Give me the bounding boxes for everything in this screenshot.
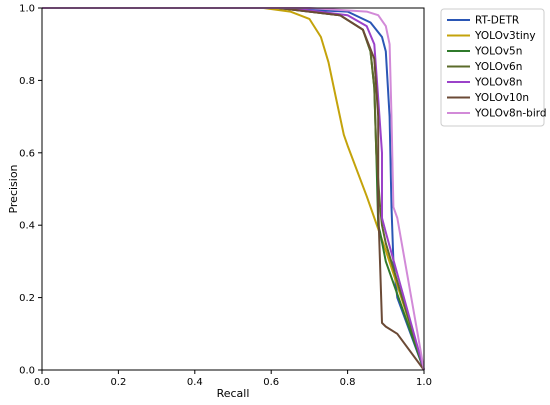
x-tick-label: 1.0 xyxy=(416,377,432,388)
x-tick-label: 0.0 xyxy=(34,377,50,388)
legend: RT-DETR YOLOv3tiny YOLOv5n YOLOv6n YOLOv8n YO… xyxy=(440,8,547,127)
axes: 0.0 0.2 0.4 0.6 0.8 1.0 0.0 0.2 0.4 0.6 0.8 1.0 xyxy=(19,4,432,389)
x-axis-label: Recall xyxy=(217,387,250,400)
legend-label: YOLOv5n xyxy=(474,46,522,58)
plot-frame xyxy=(41,7,425,371)
series-line-0 xyxy=(42,7,425,371)
y-tick-label: 0.2 xyxy=(19,293,35,304)
y-tick-label: 0.4 xyxy=(19,221,35,232)
legend-label: YOLOv6n xyxy=(474,61,522,73)
x-tick-label: 0.2 xyxy=(110,377,126,388)
y-tick-label: 0.6 xyxy=(19,148,35,159)
y-tick-label: 0.0 xyxy=(19,366,35,377)
series-line-2 xyxy=(42,7,425,371)
legend-label: YOLOv3tiny xyxy=(474,30,536,42)
series-line-1 xyxy=(42,7,425,371)
y-tick-label: 1.0 xyxy=(19,4,35,15)
x-tick-label: 0.4 xyxy=(187,377,203,388)
series-lines xyxy=(42,7,425,371)
legend-label: YOLOv8n-bird xyxy=(474,108,547,120)
series-line-4 xyxy=(42,7,425,371)
series-line-6 xyxy=(42,7,425,371)
series-line-5 xyxy=(42,7,425,371)
legend-label: YOLOv8n xyxy=(474,77,522,89)
legend-label: RT-DETR xyxy=(475,15,519,27)
legend-label: YOLOv10n xyxy=(474,92,529,104)
x-tick-label: 0.6 xyxy=(263,377,279,388)
y-tick-label: 0.8 xyxy=(19,76,35,87)
y-axis-label: Precision xyxy=(7,164,20,213)
series-line-3 xyxy=(42,7,425,371)
x-tick-label: 0.8 xyxy=(340,377,356,388)
